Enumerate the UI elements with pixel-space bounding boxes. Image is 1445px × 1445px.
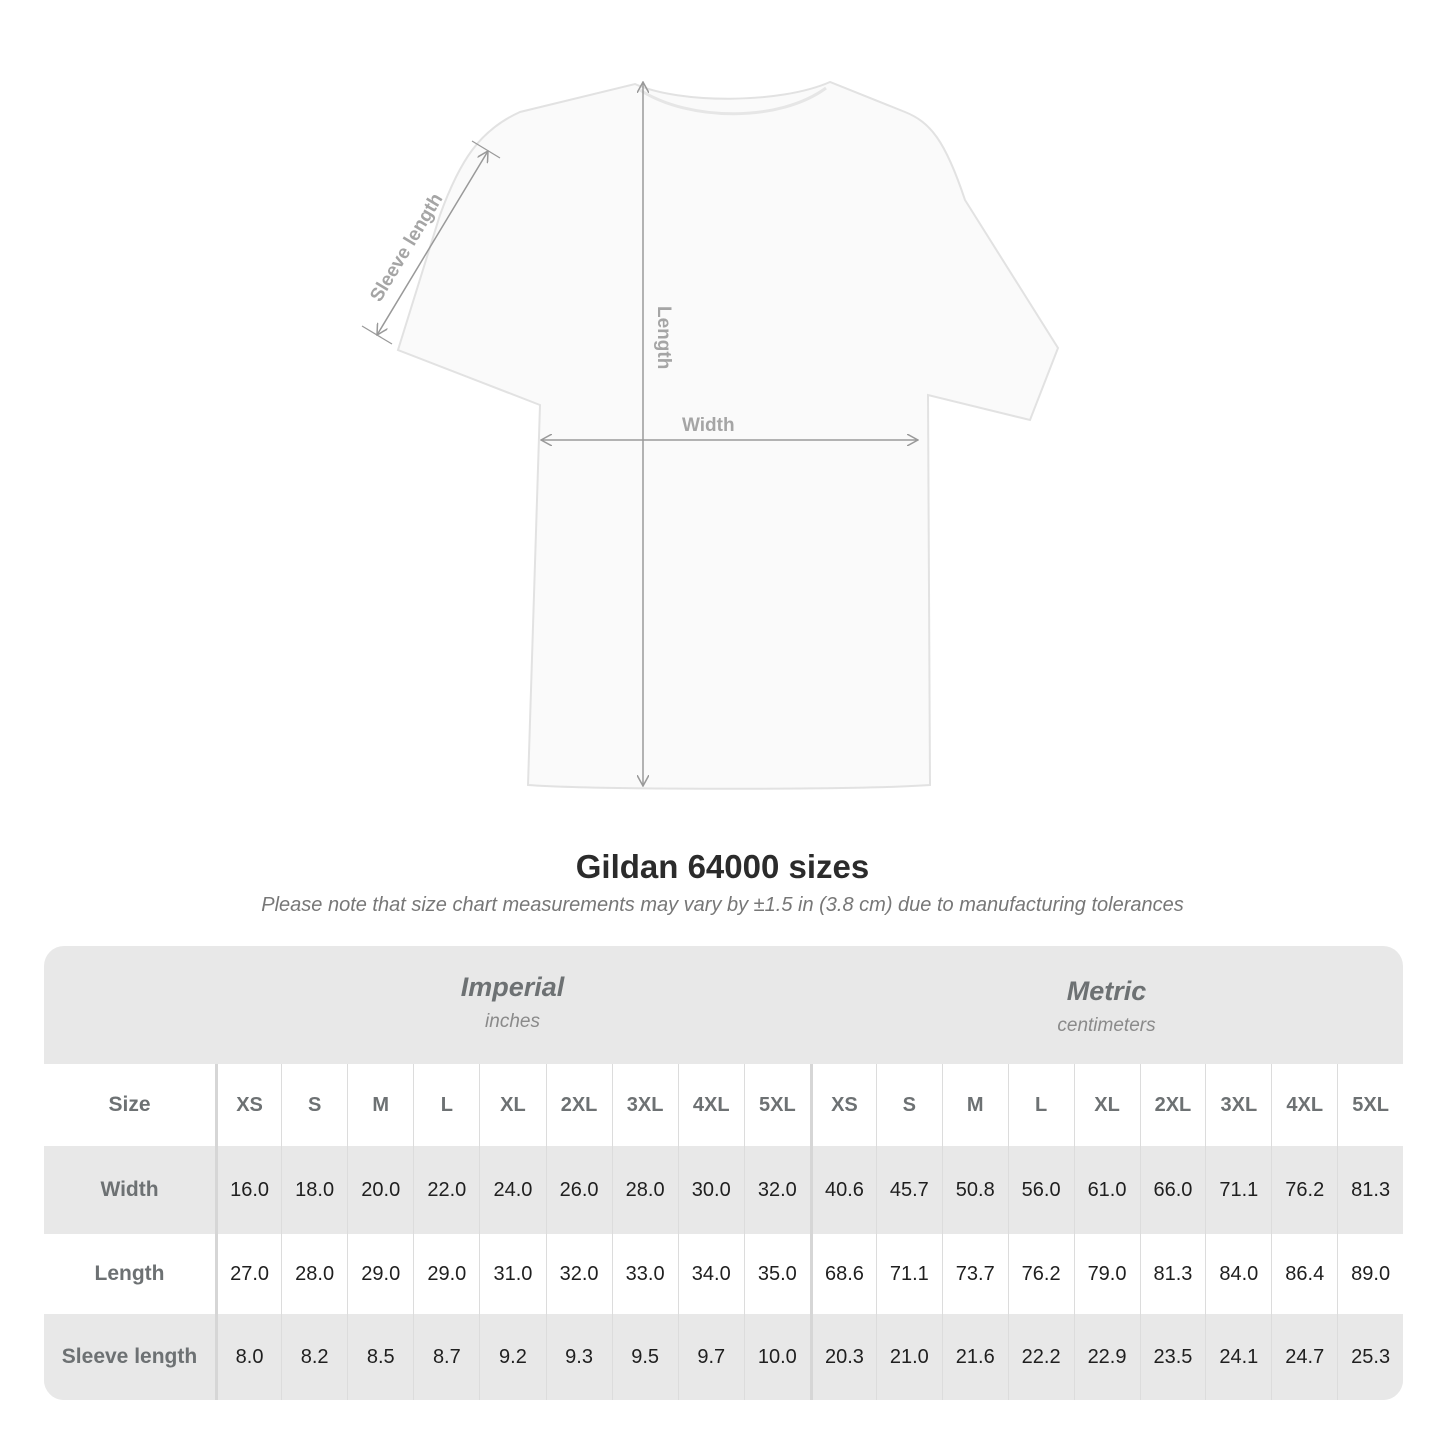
size-header-cell: 5XL	[743, 1064, 810, 1146]
table-cell: 86.4	[1271, 1234, 1337, 1314]
table-cell: 22.9	[1073, 1314, 1140, 1400]
size-header-cell: 5XL	[1337, 1064, 1403, 1146]
size-header-cell: XS	[215, 1064, 281, 1146]
table-cell: 8.2	[281, 1314, 347, 1400]
size-header-cell: 3XL	[611, 1064, 678, 1146]
table-cell: 34.0	[677, 1234, 744, 1314]
table-cell: 20.3	[810, 1314, 876, 1400]
table-cell: 40.6	[810, 1146, 876, 1234]
table-cell: 26.0	[545, 1146, 612, 1234]
table-row-width: Width 16.0 18.0 20.0 22.0 24.0 26.0 28.0 30.0 32.…	[44, 1146, 1403, 1234]
table-cell: 84.0	[1205, 1234, 1271, 1314]
size-header-cell: L	[1007, 1064, 1074, 1146]
size-header-cell: 4XL	[1271, 1064, 1337, 1146]
size-header-cell: 2XL	[1139, 1064, 1206, 1146]
size-header-cell: L	[413, 1064, 479, 1146]
table-row-length: Length 27.0 28.0 29.0 29.0 31.0 32.0 33.0 34.0 35…	[44, 1234, 1403, 1314]
table-cell: 21.0	[875, 1314, 942, 1400]
table-cell: 24.0	[479, 1146, 545, 1234]
table-row-sleeve-length: Sleeve length 8.0 8.2 8.5 8.7 9.2 9.3 9.5 9.7 10.…	[44, 1314, 1403, 1400]
table-cell: 56.0	[1007, 1146, 1074, 1234]
imperial-title: Imperial	[460, 972, 565, 1002]
table-cell: 21.6	[941, 1314, 1008, 1400]
size-header-cell: 3XL	[1205, 1064, 1271, 1146]
table-cell: 9.3	[545, 1314, 612, 1400]
table-cell: 79.0	[1073, 1234, 1140, 1314]
metric-header: Metric centimeters	[810, 946, 1403, 1064]
table-cell: 24.7	[1271, 1314, 1337, 1400]
sleeve-measure-line	[377, 151, 488, 335]
imperial-header: Imperial inches	[215, 946, 810, 1064]
table-cell: 9.7	[677, 1314, 744, 1400]
table-cell: 31.0	[479, 1234, 545, 1314]
length-label: Length	[653, 306, 674, 369]
table-cell: 29.0	[347, 1234, 413, 1314]
size-header-cell: 2XL	[545, 1064, 612, 1146]
table-cell: 23.5	[1139, 1314, 1206, 1400]
size-header-row: Size XS S M L XL 2XL 3XL 4XL 5XL XS S M L XL 2XL 3XL 4XL 5…	[44, 1064, 1403, 1146]
row-label: Sleeve length	[61, 1345, 198, 1368]
size-header-cell: XL	[1073, 1064, 1140, 1146]
table-cell: 32.0	[545, 1234, 612, 1314]
table-cell: 81.3	[1139, 1234, 1206, 1314]
table-cell: 24.1	[1205, 1314, 1271, 1400]
table-cell: 16.0	[215, 1146, 281, 1234]
page-title: Gildan 64000 sizes	[575, 848, 870, 885]
size-header-cell: 4XL	[677, 1064, 744, 1146]
table-cell: 32.0	[743, 1146, 810, 1234]
table-cell: 22.0	[413, 1146, 479, 1234]
table-cell: 8.7	[413, 1314, 479, 1400]
table-cell: 73.7	[941, 1234, 1008, 1314]
table-cell: 27.0	[215, 1234, 281, 1314]
table-cell: 30.0	[677, 1146, 744, 1234]
tolerance-note: Please note that size chart measurements…	[261, 894, 1184, 916]
size-header-cell: XL	[479, 1064, 545, 1146]
table-cell: 66.0	[1139, 1146, 1206, 1234]
tshirt-diagram: Length Width Sleeve length	[361, 80, 1060, 790]
size-header-cell: XS	[810, 1064, 876, 1146]
size-header-cell: S	[875, 1064, 942, 1146]
row-label: Length	[94, 1262, 165, 1285]
size-header-cell: M	[347, 1064, 413, 1146]
table-cell: 50.8	[941, 1146, 1008, 1234]
table-cell: 10.0	[743, 1314, 810, 1400]
row-label: Size	[108, 1093, 151, 1116]
table-cell: 22.2	[1007, 1314, 1074, 1400]
table-cell: 9.5	[611, 1314, 678, 1400]
table-cell: 35.0	[743, 1234, 810, 1314]
table-cell: 81.3	[1337, 1146, 1403, 1234]
size-header-cell: S	[281, 1064, 347, 1146]
row-label: Width	[100, 1178, 159, 1201]
size-table: Imperial inches Metric centimeters Size X…	[44, 946, 1403, 1400]
table-cell: 33.0	[611, 1234, 678, 1314]
imperial-unit: inches	[485, 1011, 540, 1032]
width-label: Width	[682, 415, 735, 436]
size-header-cell: M	[941, 1064, 1008, 1146]
table-cell: 28.0	[611, 1146, 678, 1234]
table-cell: 18.0	[281, 1146, 347, 1234]
table-cell: 20.0	[347, 1146, 413, 1234]
table-cell: 71.1	[875, 1234, 942, 1314]
table-cell: 8.0	[215, 1314, 281, 1400]
table-cell: 68.6	[810, 1234, 876, 1314]
table-cell: 89.0	[1337, 1234, 1403, 1314]
table-cell: 45.7	[875, 1146, 942, 1234]
table-cell: 76.2	[1271, 1146, 1337, 1234]
metric-title: Metric	[1066, 976, 1147, 1006]
table-cell: 76.2	[1007, 1234, 1074, 1314]
metric-unit: centimeters	[1057, 1015, 1156, 1036]
table-cell: 28.0	[281, 1234, 347, 1314]
table-cell: 8.5	[347, 1314, 413, 1400]
table-cell: 29.0	[413, 1234, 479, 1314]
table-cell: 9.2	[479, 1314, 545, 1400]
table-cell: 61.0	[1073, 1146, 1140, 1234]
table-cell: 71.1	[1205, 1146, 1271, 1234]
table-cell: 25.3	[1337, 1314, 1403, 1400]
